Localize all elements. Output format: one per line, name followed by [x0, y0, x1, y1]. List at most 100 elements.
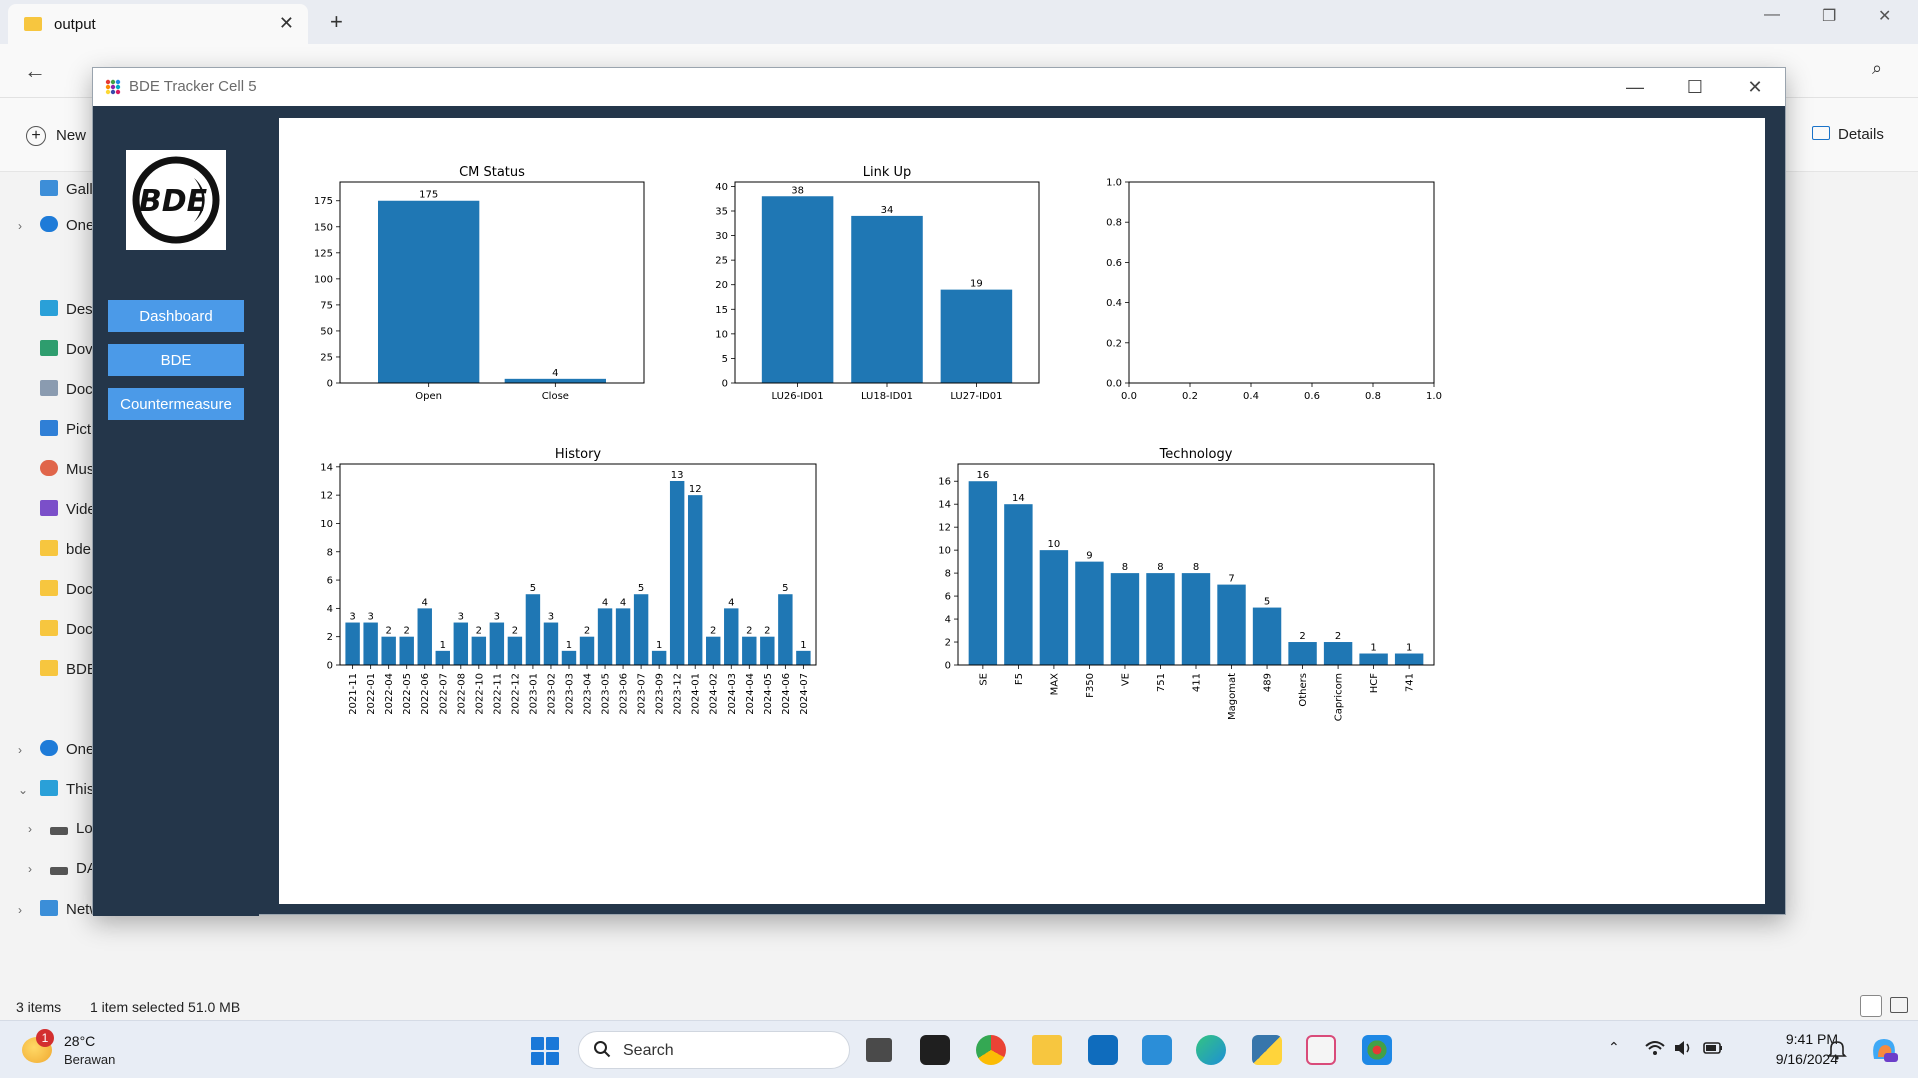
- nav-item[interactable]: ⌄ This: [18, 780, 95, 798]
- x-tick-label: 751: [1156, 673, 1167, 692]
- outlook-icon[interactable]: [1088, 1035, 1118, 1065]
- maximize-icon[interactable]: ☐: [1686, 77, 1704, 97]
- nav-item[interactable]: Gall: [18, 180, 93, 204]
- nav-item[interactable]: Mus: [18, 460, 94, 484]
- bar-history: [796, 650, 811, 665]
- chevron-up-icon[interactable]: ⌃: [1608, 1039, 1620, 1055]
- notion-icon[interactable]: [920, 1035, 950, 1065]
- edge-icon[interactable]: [1196, 1035, 1226, 1065]
- bar-history: [345, 622, 360, 665]
- nav-item[interactable]: › Lo: [28, 820, 93, 837]
- details-pane-icon: [1812, 126, 1830, 140]
- x-tick-label: 2021-11: [348, 673, 359, 715]
- task-view-icon[interactable]: [866, 1038, 892, 1062]
- nav-item[interactable]: Dov: [18, 340, 93, 364]
- back-arrow-icon[interactable]: ←: [24, 58, 46, 83]
- chart-title-link_up: Link Up: [863, 165, 912, 180]
- bar-technology: [1217, 584, 1246, 665]
- new-button[interactable]: + New: [26, 126, 86, 146]
- chrome-icon[interactable]: [976, 1035, 1006, 1065]
- y-tick-label: 0: [327, 661, 333, 672]
- nav-item[interactable]: › One: [18, 216, 95, 234]
- vscode-icon[interactable]: [1142, 1035, 1172, 1065]
- x-tick-label: LU26-ID01: [772, 391, 824, 402]
- y-tick-label: 0: [327, 379, 333, 390]
- volume-icon[interactable]: [1672, 1038, 1694, 1058]
- nav-item[interactable]: bde: [18, 540, 91, 564]
- close-tab-icon[interactable]: ✕: [278, 13, 294, 33]
- y-tick-label: 8: [327, 547, 333, 558]
- nav-item[interactable]: › One: [18, 740, 95, 758]
- data-label-history: 2: [746, 626, 752, 637]
- bar-history: [633, 594, 649, 665]
- minimize-icon[interactable]: —: [1626, 77, 1644, 97]
- data-label-technology: 5: [1264, 597, 1270, 608]
- details-button[interactable]: Details: [1812, 126, 1884, 143]
- nav-item[interactable]: Doc: [18, 380, 93, 404]
- file-explorer-icon[interactable]: [1032, 1035, 1062, 1065]
- nav-item[interactable]: › DA: [28, 860, 97, 877]
- battery-icon[interactable]: [1702, 1038, 1724, 1058]
- gallery-icon: [40, 180, 58, 196]
- data-label-technology: 8: [1157, 562, 1163, 573]
- y-tick-label: 2: [327, 632, 333, 643]
- drive-icon: [50, 867, 68, 875]
- x-tick-label: 2022-10: [474, 673, 485, 715]
- x-tick-label: 2024-01: [691, 673, 702, 715]
- nav-item[interactable]: Doc: [18, 620, 93, 644]
- close-window-icon[interactable]: ✕: [1878, 8, 1892, 25]
- nav-item[interactable]: Des: [18, 300, 93, 324]
- x-tick-label: F350: [1085, 673, 1096, 698]
- restore-icon[interactable]: ❐: [1822, 8, 1837, 25]
- bde-tracker-taskbar-icon[interactable]: [1362, 1035, 1392, 1065]
- search-icon[interactable]: ⌕: [1872, 58, 1883, 78]
- nav-item[interactable]: Doc: [18, 580, 93, 604]
- app-title-bar: BDE Tracker Cell 5 — ☐ ✕: [93, 68, 1785, 106]
- bde-button[interactable]: BDE: [108, 344, 244, 376]
- bar-cm_status: [378, 200, 480, 383]
- x-tick-label: 2023-03: [564, 673, 575, 715]
- taskbar-search[interactable]: Search: [578, 1031, 850, 1069]
- drive-icon: [50, 827, 68, 835]
- data-label-cm_status: 4: [552, 368, 558, 379]
- new-tab-button[interactable]: +: [330, 9, 343, 34]
- explorer-nav-pane: Gall › One Des Dov Doc Pict Mus Vide bde …: [0, 172, 100, 992]
- x-tick-label: F5: [1014, 673, 1025, 685]
- data-label-history: 1: [656, 640, 662, 651]
- nav-item[interactable]: › Netw: [18, 900, 101, 918]
- notification-bell-icon[interactable]: [1826, 1038, 1848, 1060]
- chart-title-technology: Technology: [1159, 447, 1233, 462]
- start-button[interactable]: [531, 1037, 559, 1065]
- y-tick-label: 35: [715, 206, 728, 217]
- bar-technology: [1004, 504, 1033, 665]
- data-label-history: 2: [476, 626, 482, 637]
- bar-history: [742, 636, 757, 665]
- nav-item[interactable]: Vide: [18, 500, 96, 524]
- close-icon[interactable]: ✕: [1747, 77, 1763, 97]
- clock-date[interactable]: 9/16/2024: [1775, 1051, 1838, 1067]
- clock-time[interactable]: 9:41 PM: [1785, 1031, 1838, 1047]
- data-label-history: 3: [548, 612, 554, 623]
- x-tick-label: LU18-ID01: [861, 391, 913, 402]
- copilot-icon[interactable]: [1868, 1033, 1900, 1065]
- x-tick-label: SE: [978, 673, 989, 686]
- chart-title-history: History: [555, 447, 602, 462]
- snipping-tool-icon[interactable]: [1306, 1035, 1336, 1065]
- weather-widget[interactable]: 1 28°C Berawan: [20, 1029, 140, 1073]
- dashboard-button[interactable]: Dashboard: [108, 300, 244, 332]
- app-title: BDE Tracker Cell 5: [129, 78, 257, 95]
- tiles-view-icon[interactable]: [1890, 997, 1908, 1013]
- bar-technology: [1039, 550, 1069, 665]
- nav-item[interactable]: BDE: [18, 660, 97, 684]
- x-tick-label: 2024-05: [763, 673, 774, 715]
- minimize-icon[interactable]: —: [1764, 6, 1780, 23]
- wifi-icon[interactable]: [1644, 1038, 1666, 1058]
- python-icon[interactable]: [1252, 1035, 1282, 1065]
- details-view-icon[interactable]: [1860, 995, 1882, 1017]
- countermeasure-button[interactable]: Countermeasure: [108, 388, 244, 420]
- data-label-history: 2: [710, 626, 716, 637]
- nav-item[interactable]: Pict: [18, 420, 91, 444]
- y-tick-label: 125: [314, 248, 333, 259]
- explorer-tab[interactable]: output ✕: [8, 4, 308, 44]
- data-label-technology: 1: [1406, 643, 1412, 654]
